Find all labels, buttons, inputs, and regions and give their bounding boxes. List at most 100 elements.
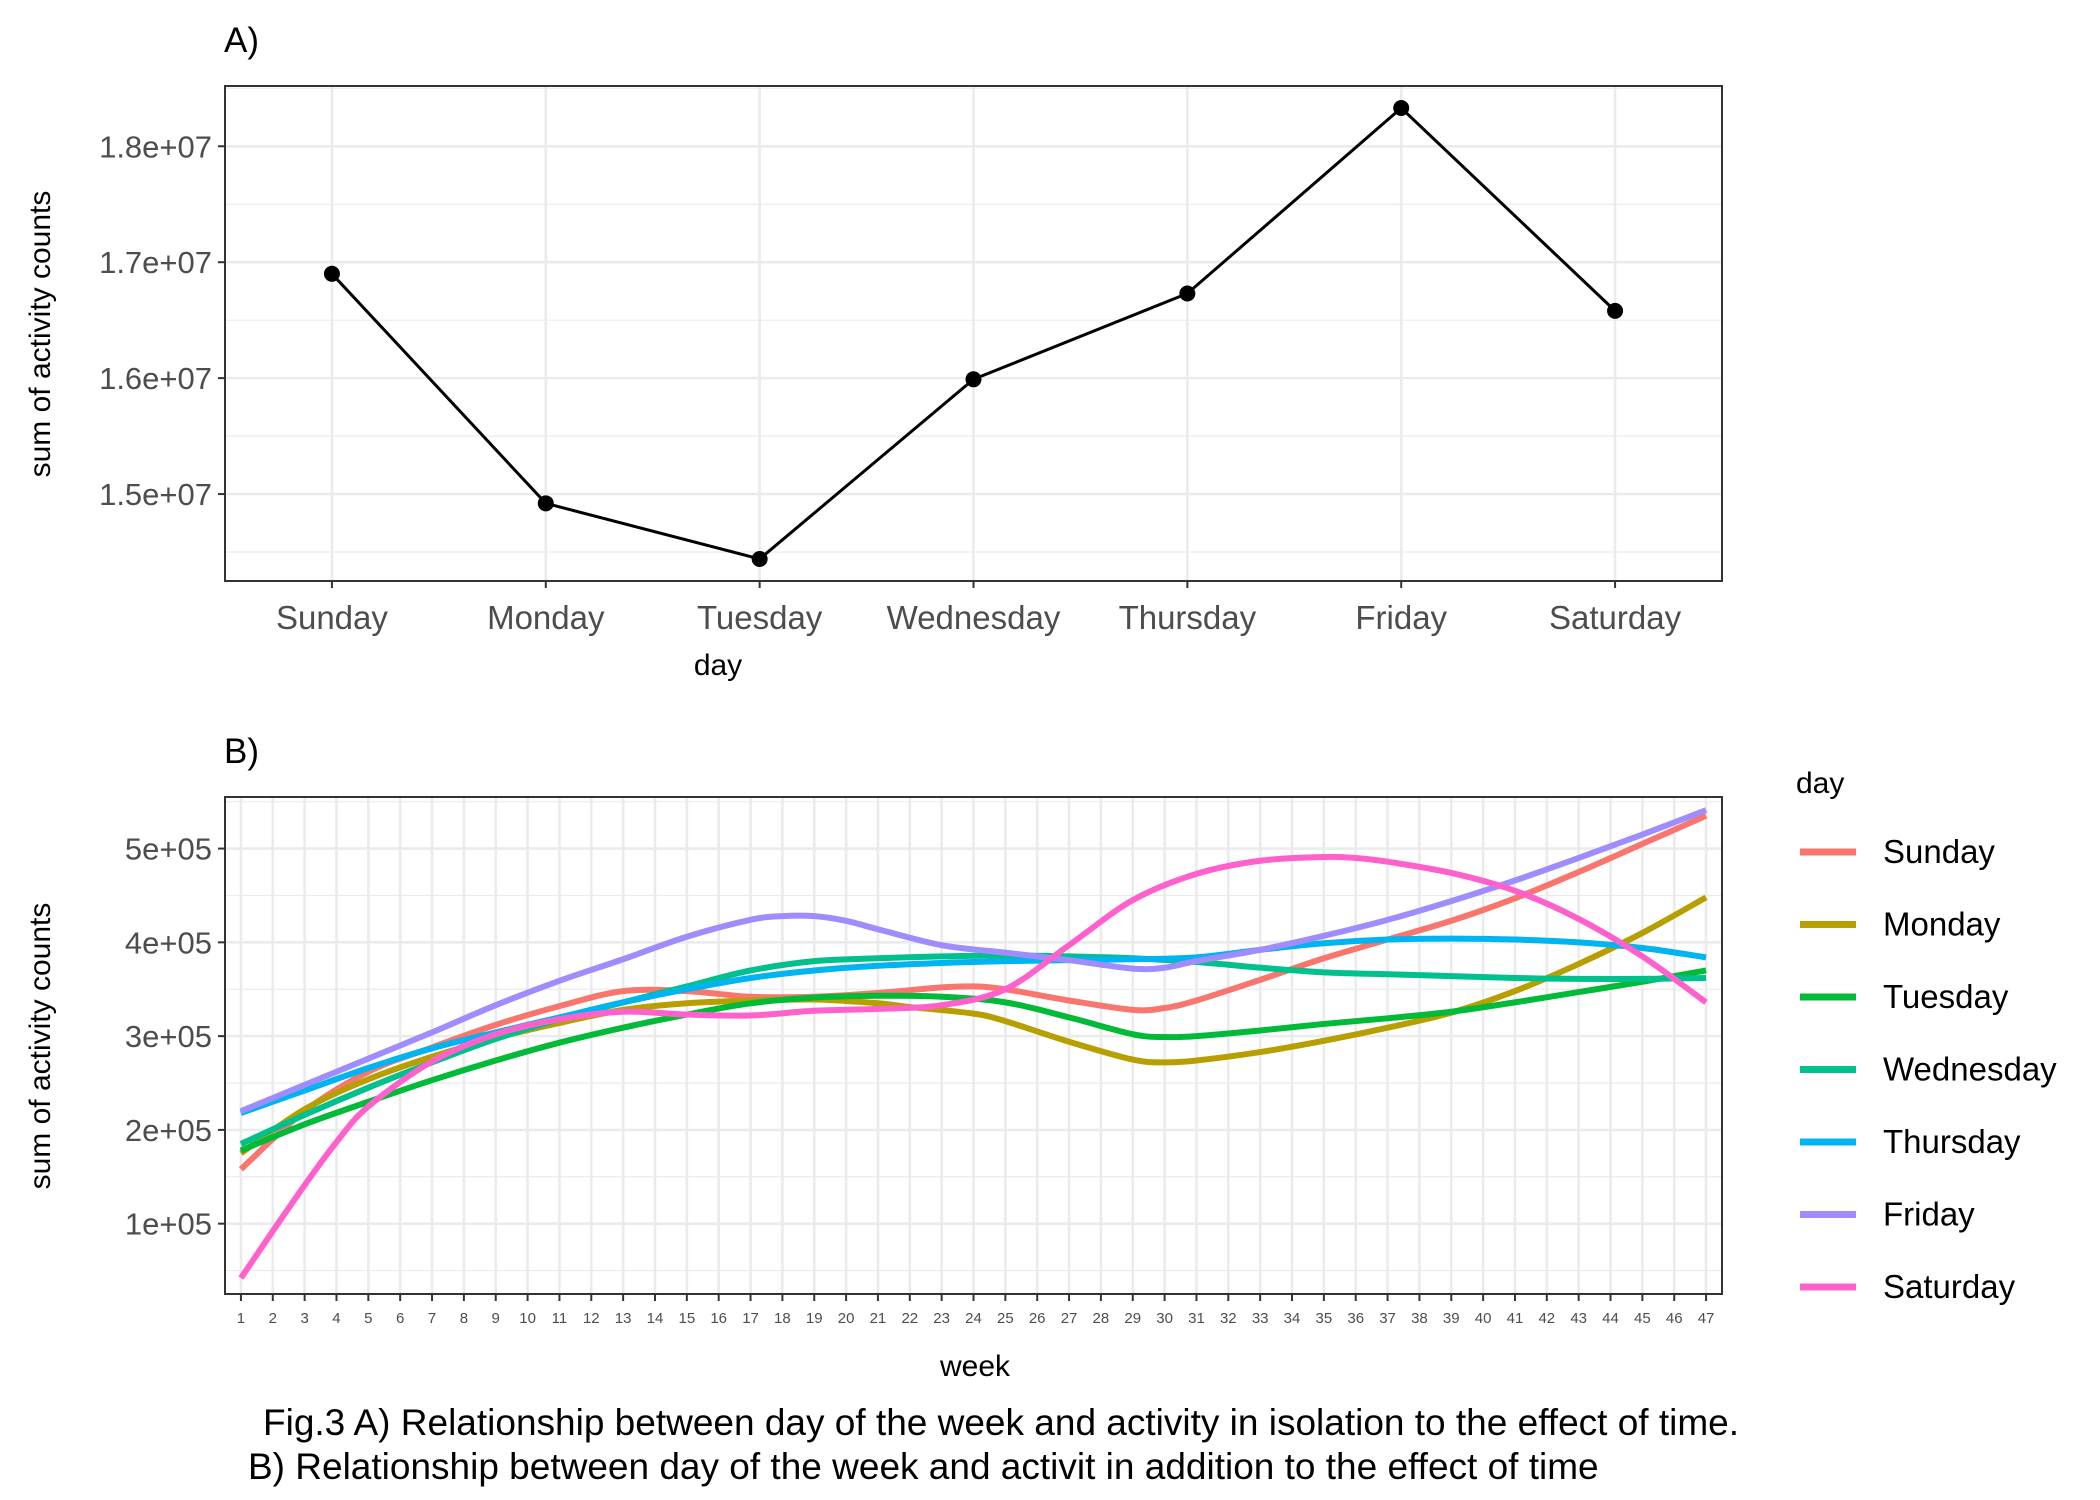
- panel-a-y-tick-label: 1.6e+07: [99, 361, 212, 396]
- panel-b-y-tick-label: 2e+05: [125, 1113, 212, 1148]
- panel-a-data-point: [537, 495, 554, 512]
- panel-b-series-line-friday: [239, 807, 1708, 1114]
- panel-b-series-line-thursday: [239, 935, 1707, 1116]
- panel-b-x-tick-label: 47: [1698, 1310, 1715, 1327]
- legend-label-sunday: Sunday: [1883, 833, 1995, 870]
- panel-b-x-tick-label: 45: [1634, 1310, 1651, 1327]
- panel-b-x-tick-label: 33: [1252, 1310, 1269, 1327]
- panel-b-series-line-sunday: [238, 813, 1708, 1172]
- panel-a-data-point: [965, 371, 982, 388]
- panel-a-axes: 1.5e+07 1.6e+07 1.7e+07 1.8e+07 Sunday Monday…: [99, 129, 1682, 636]
- panel-b-x-tick-label: 2: [269, 1310, 277, 1327]
- legend-label-wednesday: Wednesday: [1883, 1051, 2057, 1088]
- panel-a-x-tick-label: Friday: [1355, 599, 1447, 636]
- panel-b-series-line-saturday: [238, 853, 1708, 1280]
- panel-b-x-tick-label: 1: [237, 1310, 245, 1327]
- panel-b-x-tick-label: 7: [428, 1310, 436, 1327]
- panel-b-x-tick-label: 15: [678, 1310, 695, 1327]
- panel-b-y-tick-label: 1e+05: [125, 1207, 212, 1242]
- panel-b-tag: B): [224, 732, 259, 771]
- panel-a-data-point: [1607, 302, 1624, 319]
- panel-b-x-tick-label: 39: [1443, 1310, 1460, 1327]
- panel-b-x-tick-label: 32: [1220, 1310, 1237, 1327]
- panel-b-x-tick-label: 4: [332, 1310, 340, 1327]
- panel-b-x-tick-label: 17: [742, 1310, 759, 1327]
- panel-b-x-tick-label: 40: [1475, 1310, 1492, 1327]
- panel-b-x-tick-label: 3: [300, 1310, 308, 1327]
- panel-a-data-point: [1179, 285, 1196, 302]
- panel-b-x-tick-label: 22: [901, 1310, 918, 1327]
- panel-b-x-tick-label: 10: [519, 1310, 536, 1327]
- panel-b-x-tick-label: 34: [1284, 1310, 1301, 1327]
- legend-items: Sunday Monday Tuesday Wednesday Thursday Frid…: [1800, 833, 2057, 1305]
- legend: day Sunday Monday Tuesday Wednesday Thursday…: [1796, 767, 2057, 1305]
- panel-b-x-tick-label: 5: [364, 1310, 372, 1327]
- panel-b-x-tick-label: 28: [1093, 1310, 1110, 1327]
- panel-a: A) 1.5e+07 1.6e+07 1.7e+07 1.8e+07 Sunday Mon…: [24, 21, 1723, 682]
- panel-b-y-tick-label: 4e+05: [125, 925, 212, 960]
- panel-a-data-point: [323, 265, 340, 282]
- panel-a-y-tick-label: 1.8e+07: [99, 129, 212, 164]
- panel-a-data-point: [1393, 100, 1410, 117]
- panel-b-series-line-tuesday: [239, 967, 1707, 1154]
- panel-b-x-tick-label: 36: [1347, 1310, 1364, 1327]
- panel-b-x-tick-label: 46: [1666, 1310, 1683, 1327]
- legend-title: day: [1796, 767, 1844, 800]
- panel-b-x-tick-label: 12: [583, 1310, 600, 1327]
- panel-a-y-tick-label: 1.5e+07: [99, 477, 212, 512]
- panel-b-y-tick-label: 3e+05: [125, 1019, 212, 1054]
- panel-b-series-line-wednesday: [239, 952, 1707, 1147]
- panel-b-x-tick-label: 37: [1379, 1310, 1396, 1327]
- legend-label-tuesday: Tuesday: [1883, 978, 2009, 1015]
- legend-label-friday: Friday: [1883, 1196, 1975, 1233]
- panel-b-x-tick-label: 6: [396, 1310, 404, 1327]
- figure-caption-line-1: Fig.3 A) Relationship between day of the…: [263, 1402, 1740, 1443]
- legend-label-thursday: Thursday: [1883, 1123, 2021, 1160]
- panel-b-x-tick-label: 20: [838, 1310, 855, 1327]
- panel-a-x-tick-label: Thursday: [1119, 599, 1257, 636]
- panel-b-x-tick-label: 30: [1156, 1310, 1173, 1327]
- panel-b-x-tick-label: 35: [1316, 1310, 1333, 1327]
- legend-label-saturday: Saturday: [1883, 1268, 2016, 1305]
- panel-b-x-tick-label: 13: [615, 1310, 632, 1327]
- panel-b-x-tick-label: 26: [1029, 1310, 1046, 1327]
- panel-b-x-tick-label: 41: [1507, 1310, 1524, 1327]
- panel-b-x-tick-label: 21: [870, 1310, 887, 1327]
- panel-a-y-axis-title: sum of activity counts: [24, 191, 57, 478]
- panel-b-x-tick-label: 24: [965, 1310, 982, 1327]
- panel-b-x-tick-label: 25: [997, 1310, 1014, 1327]
- panel-a-x-tick-label: Monday: [487, 599, 605, 636]
- panel-b-x-tick-label: 31: [1188, 1310, 1205, 1327]
- panel-b-x-tick-label: 42: [1538, 1310, 1555, 1327]
- panel-a-y-tick-label: 1.7e+07: [99, 245, 212, 280]
- panel-b-x-tick-label: 29: [1124, 1310, 1141, 1327]
- panel-b-x-tick-label: 44: [1602, 1310, 1619, 1327]
- panel-a-x-tick-label: Sunday: [276, 599, 388, 636]
- panel-a-data: [323, 100, 1624, 567]
- panel-b-x-tick-label: 8: [460, 1310, 468, 1327]
- legend-label-monday: Monday: [1883, 906, 2001, 943]
- panel-b-x-tick-label: 11: [552, 1310, 568, 1327]
- panel-b-x-tick-label: 27: [1061, 1310, 1078, 1327]
- panel-b-x-tick-label: 43: [1570, 1310, 1587, 1327]
- panel-a-x-tick-label: Wednesday: [887, 599, 1061, 636]
- panel-a-tag: A): [224, 21, 259, 60]
- panel-b-y-tick-label: 5e+05: [125, 832, 212, 867]
- figure-caption-line-2: B) Relationship between day of the week …: [248, 1446, 1599, 1487]
- panel-b-data: [238, 807, 1708, 1280]
- panel-a-data-point: [751, 550, 768, 567]
- panel-b-x-tick-label: 19: [806, 1310, 823, 1327]
- panel-b-x-axis-title: week: [939, 1350, 1011, 1383]
- panel-a-x-axis-title: day: [694, 649, 742, 682]
- panel-b-x-tick-label: 18: [774, 1310, 791, 1327]
- panel-b-x-tick-label: 38: [1411, 1310, 1428, 1327]
- panel-a-x-tick-label: Tuesday: [697, 599, 823, 636]
- panel-b-x-tick-label: 14: [647, 1310, 664, 1327]
- panel-b-x-tick-label: 16: [710, 1310, 727, 1327]
- panel-a-x-tick-label: Saturday: [1549, 599, 1682, 636]
- panel-b-y-axis-title: sum of activity counts: [24, 903, 57, 1190]
- panel-b-x-tick-label: 9: [492, 1310, 500, 1327]
